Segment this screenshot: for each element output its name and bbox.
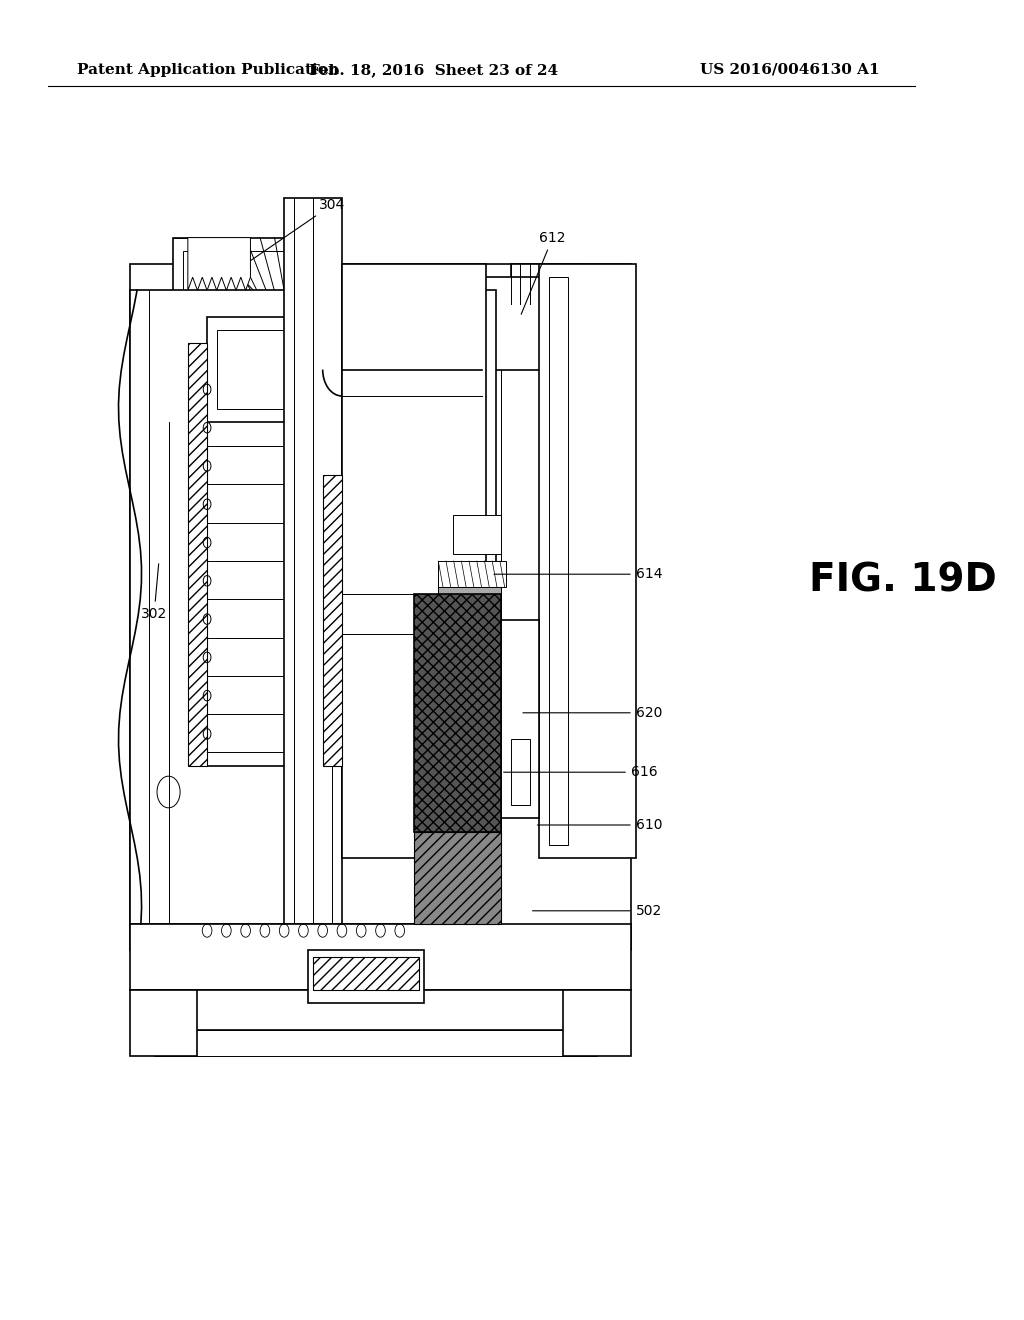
Text: 304: 304 (228, 198, 345, 276)
Bar (308, 950, 424, 1003)
Bar (130, 924, 631, 990)
Text: 302: 302 (141, 564, 167, 620)
Bar (511, 264, 578, 304)
Bar (139, 990, 622, 1030)
Text: 610: 610 (538, 818, 663, 832)
Text: 620: 620 (523, 706, 663, 719)
Bar (130, 290, 496, 924)
Bar (207, 317, 342, 422)
Bar (155, 1030, 597, 1056)
Bar (183, 251, 299, 409)
Bar (540, 264, 636, 858)
Bar (549, 277, 568, 845)
Text: FIG. 19D: FIG. 19D (809, 562, 996, 599)
Bar (438, 587, 501, 614)
Bar (187, 343, 207, 766)
Bar (207, 343, 323, 766)
Bar (443, 614, 492, 634)
Bar (453, 515, 501, 554)
Bar (130, 264, 631, 950)
Bar (342, 264, 486, 858)
Bar (414, 594, 501, 832)
Bar (323, 475, 342, 766)
Bar (511, 739, 529, 805)
Bar (313, 957, 419, 990)
Text: 612: 612 (521, 231, 566, 314)
Polygon shape (187, 238, 251, 290)
Text: US 2016/0046130 A1: US 2016/0046130 A1 (700, 63, 880, 77)
Bar (438, 561, 506, 587)
Bar (173, 238, 308, 422)
Bar (481, 277, 607, 370)
Bar (284, 198, 342, 924)
Bar (501, 620, 540, 818)
Text: Patent Application Publication: Patent Application Publication (77, 63, 339, 77)
Text: Feb. 18, 2016  Sheet 23 of 24: Feb. 18, 2016 Sheet 23 of 24 (309, 63, 558, 77)
Bar (438, 634, 496, 653)
Bar (217, 330, 313, 409)
Bar (563, 990, 631, 1056)
Text: 502: 502 (532, 904, 662, 917)
Bar (130, 990, 198, 1056)
Text: 616: 616 (504, 766, 657, 779)
Text: 614: 614 (494, 568, 663, 581)
Bar (414, 832, 501, 924)
